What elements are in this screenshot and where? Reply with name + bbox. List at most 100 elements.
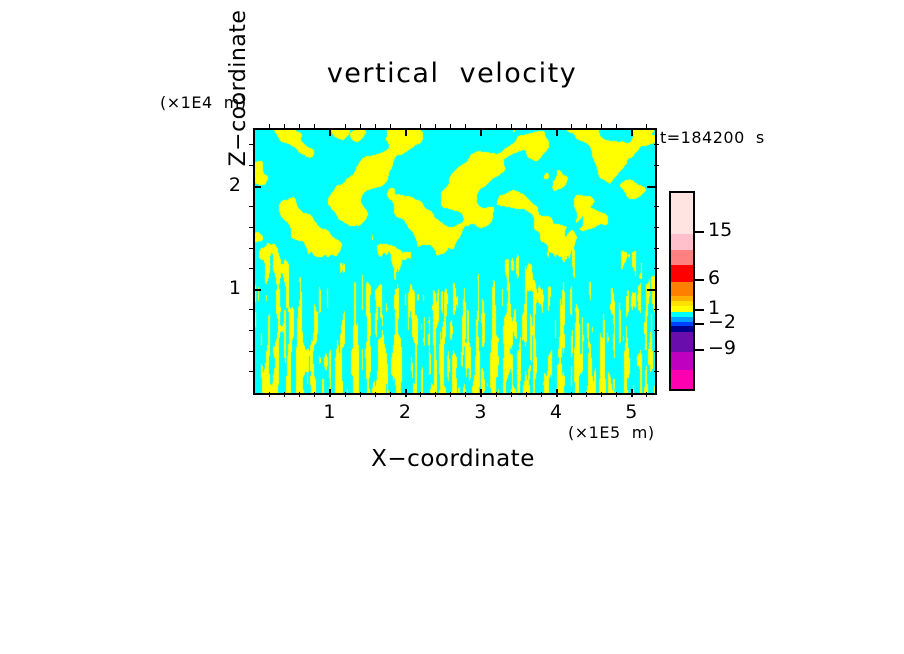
x-axis-minor-tick-top xyxy=(616,124,618,129)
y-axis-minor-tick-right xyxy=(654,309,659,311)
x-axis-minor-tick xyxy=(525,392,527,397)
y-axis-tick-label: 1 xyxy=(228,276,241,299)
colorbar-band xyxy=(671,351,693,371)
x-axis-tick-label: 2 xyxy=(398,401,411,423)
x-axis-minor-tick xyxy=(344,392,346,397)
x-axis-minor-tick-top xyxy=(646,124,648,129)
x-axis-minor-tick-top xyxy=(540,124,542,129)
y-axis-major-tick xyxy=(253,288,261,291)
x-axis-minor-tick xyxy=(601,392,603,397)
x-axis-minor-tick-top xyxy=(570,124,572,129)
y-axis-minor-tick xyxy=(249,144,254,146)
x-axis-minor-tick-top xyxy=(435,124,437,129)
colorbar-tick xyxy=(695,309,704,312)
x-axis-minor-tick xyxy=(284,392,286,397)
colorbar-band xyxy=(671,281,693,297)
x-axis-title: X−coordinate xyxy=(371,446,535,472)
y-axis-minor-tick xyxy=(249,330,254,332)
x-axis-major-tick-top xyxy=(404,128,407,136)
x-axis-minor-tick xyxy=(495,392,497,397)
x-axis-minor-tick-top xyxy=(510,124,512,129)
y-axis-minor-tick xyxy=(249,247,254,249)
x-axis-unit-label: (×1E5 m) xyxy=(568,423,655,442)
y-axis-minor-tick-right xyxy=(654,144,659,146)
y-axis-minor-tick-right xyxy=(654,165,659,167)
x-axis-minor-tick xyxy=(586,392,588,397)
y-axis-minor-tick-right xyxy=(654,206,659,208)
x-axis-minor-tick-top xyxy=(374,124,376,129)
x-axis-minor-tick xyxy=(314,392,316,397)
colorbar-band xyxy=(671,265,693,283)
x-axis-minor-tick-top xyxy=(299,124,301,129)
colorbar-tick-label: −2 xyxy=(708,311,737,334)
x-axis-minor-tick-top xyxy=(284,124,286,129)
colorbar-band xyxy=(671,312,693,318)
x-axis-major-tick xyxy=(631,389,634,397)
x-axis-major-tick-top xyxy=(555,128,558,136)
y-axis-major-tick xyxy=(253,185,261,188)
x-axis-minor-tick-top xyxy=(450,124,452,129)
x-axis-major-tick xyxy=(329,389,332,397)
x-axis-major-tick-top xyxy=(480,128,483,136)
colorbar-band xyxy=(671,296,693,302)
colorbar-band xyxy=(671,316,693,323)
colorbar-band xyxy=(671,233,693,251)
y-axis-tick-label: 2 xyxy=(228,173,241,196)
y-axis-minor-tick-right xyxy=(654,247,659,249)
colorbar-tick-label: −9 xyxy=(708,336,737,359)
x-axis-minor-tick xyxy=(450,392,452,397)
colorbar-tick xyxy=(695,348,704,351)
x-axis-minor-tick-top xyxy=(359,124,361,129)
y-axis-minor-tick xyxy=(249,226,254,228)
x-axis-minor-tick xyxy=(389,392,391,397)
y-axis-title: Z−coordinate xyxy=(176,0,251,188)
x-axis-major-tick-top xyxy=(631,128,634,136)
y-axis-unit-label: (×1E4 m) xyxy=(160,93,247,112)
x-axis-major-tick xyxy=(404,389,407,397)
colorbar-band xyxy=(671,301,693,307)
colorbar-band xyxy=(671,369,693,389)
x-axis-minor-tick-top xyxy=(420,124,422,129)
x-axis-minor-tick-top xyxy=(465,124,467,129)
x-axis-major-tick xyxy=(555,389,558,397)
colorbar-tick xyxy=(695,230,704,233)
x-axis-minor-tick xyxy=(435,392,437,397)
x-axis-minor-tick-top xyxy=(344,124,346,129)
y-axis-minor-tick xyxy=(249,350,254,352)
y-axis-minor-tick-right xyxy=(654,226,659,228)
y-axis-minor-tick-right xyxy=(654,268,659,270)
y-axis-minor-tick xyxy=(249,206,254,208)
y-axis-minor-tick-right xyxy=(654,371,659,373)
colorbar-band xyxy=(671,249,693,266)
x-axis-minor-tick xyxy=(616,392,618,397)
x-axis-minor-tick xyxy=(540,392,542,397)
y-axis-major-tick-right xyxy=(647,185,655,188)
x-axis-tick-label: 5 xyxy=(625,401,638,423)
x-axis-tick-label: 4 xyxy=(549,401,562,423)
x-axis-major-tick-top xyxy=(329,128,332,136)
colorbar xyxy=(669,191,695,391)
x-axis-minor-tick-top xyxy=(525,124,527,129)
x-axis-minor-tick-top xyxy=(314,124,316,129)
x-axis-minor-tick-top xyxy=(389,124,391,129)
x-axis-minor-tick xyxy=(465,392,467,397)
x-axis-minor-tick xyxy=(374,392,376,397)
y-axis-title-text: Z−coordinate xyxy=(226,9,251,167)
colorbar-band xyxy=(671,332,693,353)
y-axis-major-tick-right xyxy=(647,288,655,291)
y-axis-minor-tick-right xyxy=(654,350,659,352)
x-axis-minor-tick xyxy=(646,392,648,397)
x-axis-minor-tick-top xyxy=(601,124,603,129)
colorbar-tick xyxy=(695,323,704,326)
page-title: vertical velocity xyxy=(326,58,578,89)
timestamp-label: t=184200 s xyxy=(660,128,765,147)
colorbar-tick xyxy=(695,278,704,281)
x-axis-minor-tick xyxy=(420,392,422,397)
y-axis-minor-tick xyxy=(249,165,254,167)
x-axis-minor-tick-top xyxy=(269,124,271,129)
x-axis-minor-tick xyxy=(269,392,271,397)
colorbar-tick-label: 15 xyxy=(708,218,733,241)
x-axis-minor-tick xyxy=(570,392,572,397)
x-axis-tick-label: 1 xyxy=(323,401,336,423)
